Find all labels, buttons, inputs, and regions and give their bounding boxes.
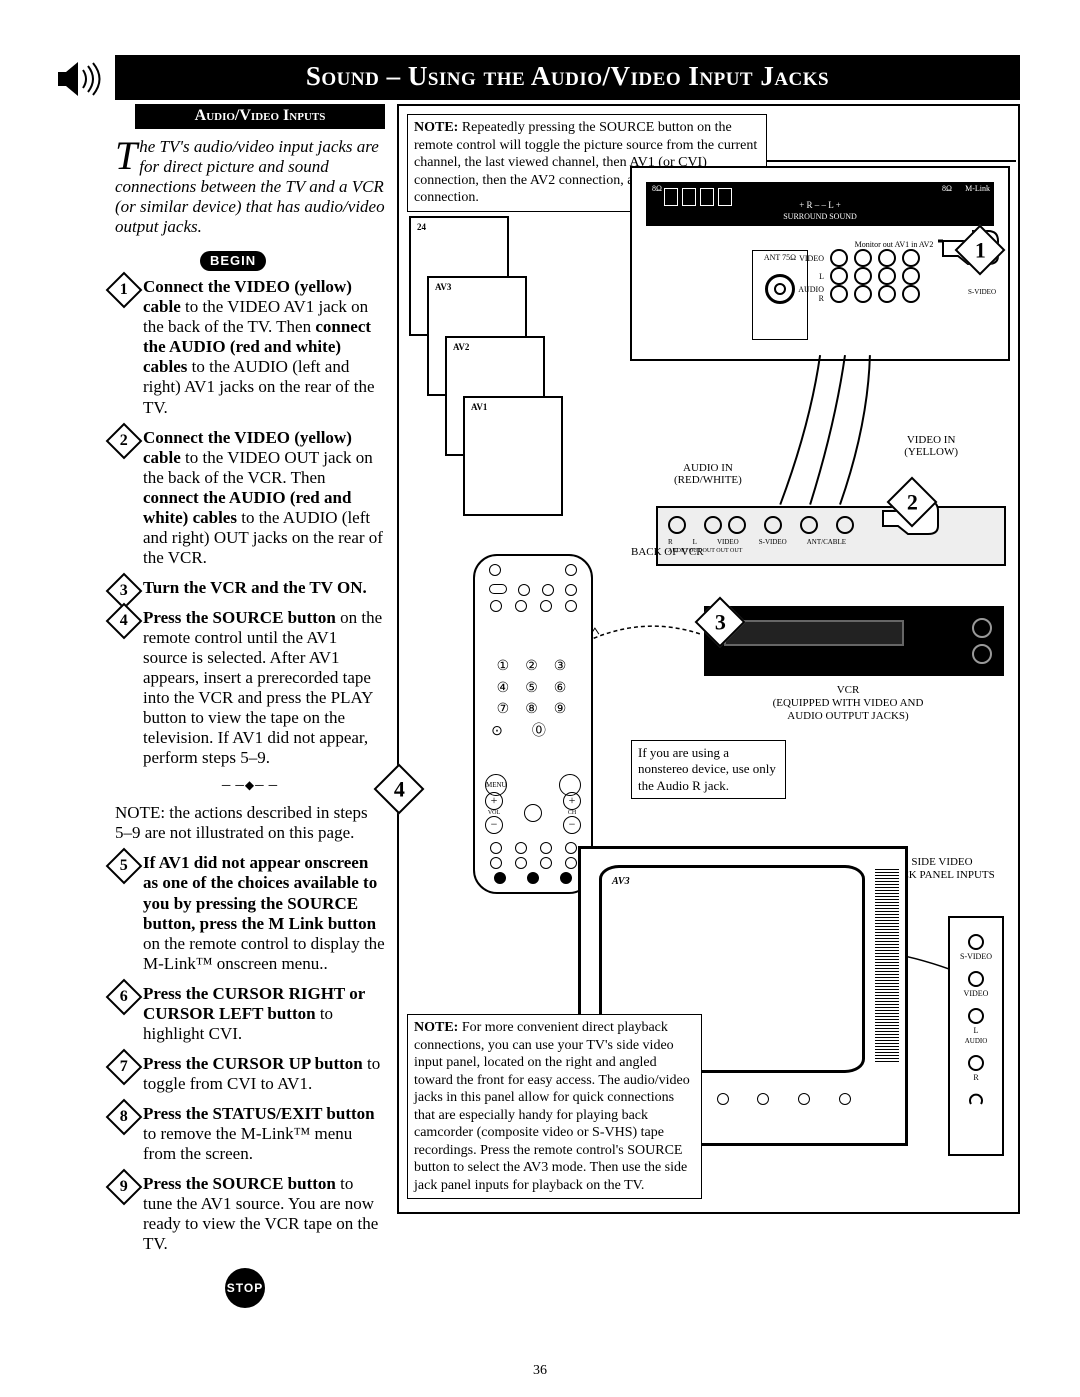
step-6: 6 Press the CURSOR RIGHT or CURSOR LEFT … <box>115 984 385 1044</box>
step-number-icon: 9 <box>106 1169 143 1206</box>
stop-badge: STOP <box>225 1268 265 1308</box>
audio-in-label: AUDIO IN (RED/WHITE) <box>674 462 742 486</box>
vcr-front <box>704 606 1004 676</box>
video-in-label: VIDEO IN (YELLOW) <box>904 434 958 458</box>
remote-keypad: ① ② ③ ④ ⑤ ⑥ ⑦ ⑧ ⑨ ⊙ ⓪ <box>487 656 579 743</box>
step-9: 9 Press the SOURCE button to tune the AV… <box>115 1174 385 1254</box>
step-4: 4 Press the SOURCE button on the remote … <box>115 608 385 768</box>
intro-body: he TV's audio/video input jacks are for … <box>115 137 385 236</box>
step-number-icon: 5 <box>106 848 143 885</box>
instructions-column: Audio/Video Inputs The TV's audio/video … <box>115 104 385 1314</box>
step-8: 8 Press the STATUS/EXIT button to remove… <box>115 1104 385 1164</box>
section-header: Audio/Video Inputs <box>135 104 385 129</box>
step-number-icon: 7 <box>106 1048 143 1085</box>
page-title: Sound – Using the Audio/Video Input Jack… <box>115 55 1020 100</box>
diagram-panel: NOTE: NOTE: Repeatedly pressing the SOUR… <box>397 104 1020 1214</box>
back-of-vcr-label: BACK OF VCR <box>631 546 704 558</box>
step-5: 5 If AV1 did not appear onscreen as one … <box>115 853 385 973</box>
card-av1: AV1 <box>463 396 563 516</box>
page-number: 36 <box>533 1363 547 1379</box>
side-jack-panel: S-VIDEO VIDEO L AUDIO R <box>948 916 1004 1156</box>
begin-badge: BEGIN <box>200 251 266 271</box>
dropcap: T <box>115 137 139 173</box>
osd-cards: 24 AV3 AV2 AV1 <box>409 216 549 556</box>
intro-text: The TV's audio/video input jacks are for… <box>115 137 385 237</box>
step-number-icon: 4 <box>106 603 143 640</box>
divider: ─ ─◆─ ─ <box>115 778 385 793</box>
note-side-panel: NOTE: For more convenient direct playbac… <box>407 1014 702 1199</box>
step-number-icon: 8 <box>106 1099 143 1136</box>
note-nonstereo: If you are using a nonstereo device, use… <box>631 740 786 799</box>
step-number-icon: 6 <box>106 978 143 1015</box>
step-number-icon: 1 <box>106 272 143 309</box>
step-number-icon: 2 <box>106 422 143 459</box>
step-7: 7 Press the CURSOR UP button to toggle f… <box>115 1054 385 1094</box>
vcr-back-panel: R L VIDEO S-VIDEO ANT/CABLE AUDIO OUT OU… <box>656 506 1006 566</box>
step-3: 3 Turn the VCR and the TV ON. <box>115 578 385 598</box>
vcr-caption: VCR (EQUIPPED WITH VIDEO AND AUDIO OUTPU… <box>748 684 948 724</box>
speaker-icon <box>58 62 102 96</box>
step-1: 1 Connect the VIDEO (yellow) cable to th… <box>115 277 385 417</box>
note-mid: NOTE: the actions described in steps 5–9… <box>115 803 385 843</box>
step-2: 2 Connect the VIDEO (yellow) cable to th… <box>115 428 385 568</box>
remote-control: ① ② ③ ④ ⑤ ⑥ ⑦ ⑧ ⑨ ⊙ ⓪ MENU + VOL − + CH … <box>473 554 593 894</box>
